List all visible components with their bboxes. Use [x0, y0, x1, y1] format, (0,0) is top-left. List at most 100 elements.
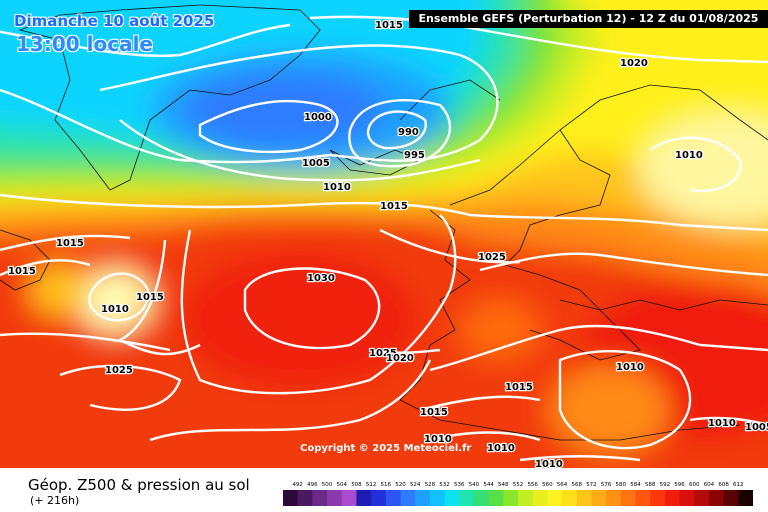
isobar-label: 1015 [375, 20, 403, 31]
legend-swatch [400, 490, 416, 506]
isobar-label: 1005 [302, 158, 330, 169]
legend-swatch [679, 490, 695, 506]
isobar-label: 1015 [420, 407, 448, 418]
legend-swatch [312, 490, 328, 506]
legend-swatch [606, 490, 622, 506]
legend-swatch [562, 490, 578, 506]
isobar-lines [0, 15, 768, 462]
color-scale-legend: 492 496 500 504 508 512 516 520 524 528 532 536 540 5… [283, 482, 753, 506]
isobar-label: 1010 [101, 304, 129, 315]
legend-tick-label: 544 [483, 482, 494, 488]
isobar-label: 1015 [505, 382, 533, 393]
legend-tick-label: 520 [395, 482, 406, 488]
legend-tick-label: 532 [439, 482, 450, 488]
legend-tick-label: 548 [498, 482, 509, 488]
isobar-label: 1025 [369, 348, 397, 359]
legend-tick-label: 604 [704, 482, 715, 488]
legend-tick-label: 504 [337, 482, 348, 488]
legend-tick-label: 568 [572, 482, 583, 488]
legend-tick-label: 576 [601, 482, 612, 488]
legend-swatch [385, 490, 401, 506]
isobar-label: 1010 [424, 434, 452, 445]
legend-swatch [297, 490, 313, 506]
isobar-label: 1015 [8, 266, 36, 277]
legend-swatch [473, 490, 490, 506]
legend-tick-label: 552 [513, 482, 524, 488]
legend-swatch [429, 490, 446, 506]
local-time: 13:00 locale [16, 32, 153, 56]
legend-tick-label: 528 [425, 482, 436, 488]
legend-tick-label: 592 [660, 482, 671, 488]
legend-swatch [444, 490, 460, 506]
legend-swatch [694, 490, 710, 506]
isobar-label: 1005 [745, 422, 768, 433]
legend-swatch [620, 490, 636, 506]
isobar-label: 995 [404, 150, 425, 161]
forecast-date: Dimanche 10 août 2025 [14, 12, 215, 30]
legend-tick-label: 612 [733, 482, 744, 488]
legend-swatch [488, 490, 504, 506]
legend-tick-label: 500 [322, 482, 333, 488]
legend-swatch [708, 490, 725, 506]
legend-swatch [576, 490, 592, 506]
isobar-label: 1000 [304, 112, 332, 123]
legend-swatch [723, 490, 739, 506]
legend-swatch [738, 490, 753, 506]
legend-swatch [664, 490, 681, 506]
legend-swatch [532, 490, 548, 506]
legend-tick-label: 564 [557, 482, 568, 488]
legend-tick-label: 588 [645, 482, 656, 488]
isobar-label: 1010 [675, 150, 703, 161]
legend-tick-label: 524 [410, 482, 421, 488]
legend-swatch [371, 490, 387, 506]
isobar-label: 1025 [105, 365, 133, 376]
isobar-label: 1025 [478, 252, 506, 263]
isobar-label: 1020 [620, 58, 648, 69]
legend-tick-label: 596 [674, 482, 685, 488]
isobar-label: 1010 [616, 362, 644, 373]
isobar-label: 990 [398, 127, 419, 138]
z500-color-field [0, 0, 768, 468]
legend-tick-label: 516 [381, 482, 392, 488]
forecast-lead-time: (+ 216h) [30, 494, 80, 507]
geopotential-map: 1015 1020 1000 990 995 1005 1010 1010 10… [0, 0, 768, 468]
isobar-label: 1030 [307, 273, 335, 284]
legend-swatch [415, 490, 431, 506]
legend-tick-label: 584 [630, 482, 641, 488]
legend-swatch [635, 490, 651, 506]
legend-swatch [547, 490, 563, 506]
legend-swatch [327, 490, 343, 506]
legend-tick-label: 560 [542, 482, 553, 488]
legend-swatch [283, 490, 299, 506]
legend-tick-label: 496 [307, 482, 318, 488]
legend-swatch [459, 490, 475, 506]
legend-tick-label: 580 [616, 482, 627, 488]
isobar-label: 1010 [487, 443, 515, 454]
legend-tick-label: 508 [351, 482, 362, 488]
legend-swatch [356, 490, 372, 506]
isobar-label: 1010 [323, 182, 351, 193]
legend-tick-label: 540 [469, 482, 480, 488]
legend-tick-label: 492 [292, 482, 303, 488]
isobar-label: 1015 [380, 201, 408, 212]
product-title: Géop. Z500 & pression au sol [28, 476, 250, 494]
legend-swatch [650, 490, 666, 506]
model-run-banner: Ensemble GEFS (Perturbation 12) - 12 Z d… [409, 10, 768, 28]
legend-tick-label: 536 [454, 482, 465, 488]
legend-swatch [341, 490, 357, 506]
copyright-notice: Copyright © 2025 Meteociel.fr [300, 443, 472, 454]
legend-swatch [591, 490, 607, 506]
isobar-label: 1010 [535, 459, 563, 468]
legend-tick-label: 600 [689, 482, 700, 488]
legend-tick-label: 512 [366, 482, 377, 488]
legend-tick-label: 572 [586, 482, 597, 488]
isobar-label: 1020 [386, 353, 414, 364]
isobar-label: 1015 [56, 238, 84, 249]
isobar-labels: 1015 1020 1000 990 995 1005 1010 1010 10… [7, 19, 768, 468]
legend-tick-label: 608 [718, 482, 729, 488]
legend-swatch [503, 490, 519, 506]
legend-swatch [518, 490, 534, 506]
legend-tick-label: 556 [527, 482, 538, 488]
isobar-label: 1015 [136, 292, 164, 303]
